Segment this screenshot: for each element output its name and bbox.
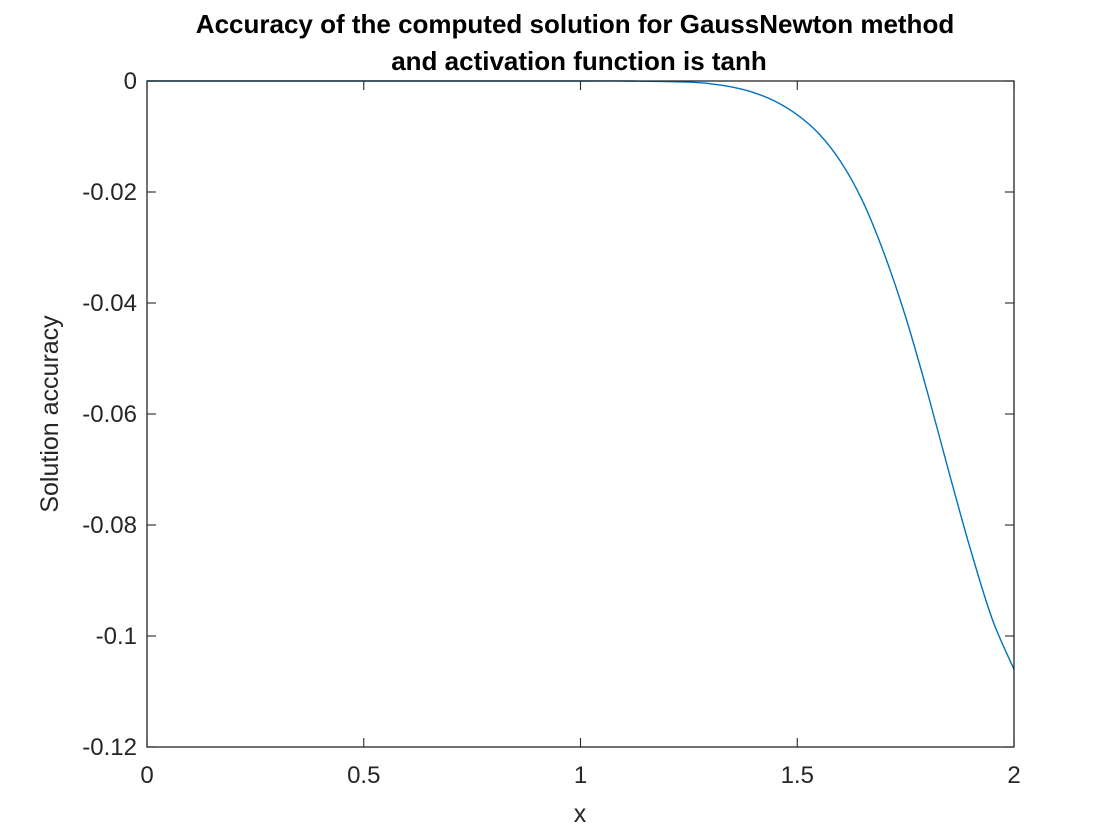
axes-frame <box>146 80 1015 748</box>
y-tick-label: -0.1 <box>96 623 137 650</box>
y-tick-label: -0.04 <box>82 290 137 317</box>
plot-area <box>147 81 1014 747</box>
ticks-layer: 0 0.5 1 1.5 2 0 -0.02 -0.04 -0.06 -0.08 -0.1 -0.12 <box>82 68 1020 789</box>
y-tick-label: -0.12 <box>82 734 137 761</box>
x-axis-label: x <box>574 800 587 828</box>
y-tick-label: 0 <box>124 68 137 95</box>
x-tick-label: 1.5 <box>781 762 814 789</box>
x-tick-label: 2 <box>1007 762 1020 789</box>
x-tick-label: 0 <box>140 762 153 789</box>
chart-title-line-1: Accuracy of the computed solution for Ga… <box>196 9 954 39</box>
y-axis-label: Solution accuracy <box>36 315 64 513</box>
y-tick-label: -0.08 <box>82 512 137 539</box>
x-tick-label: 1 <box>574 762 587 789</box>
x-tick-label: 0.5 <box>347 762 380 789</box>
chart-title-line-2: and activation function is tanh <box>391 46 767 76</box>
y-tick-label: -0.06 <box>82 401 137 428</box>
y-tick-label: -0.02 <box>82 179 137 206</box>
